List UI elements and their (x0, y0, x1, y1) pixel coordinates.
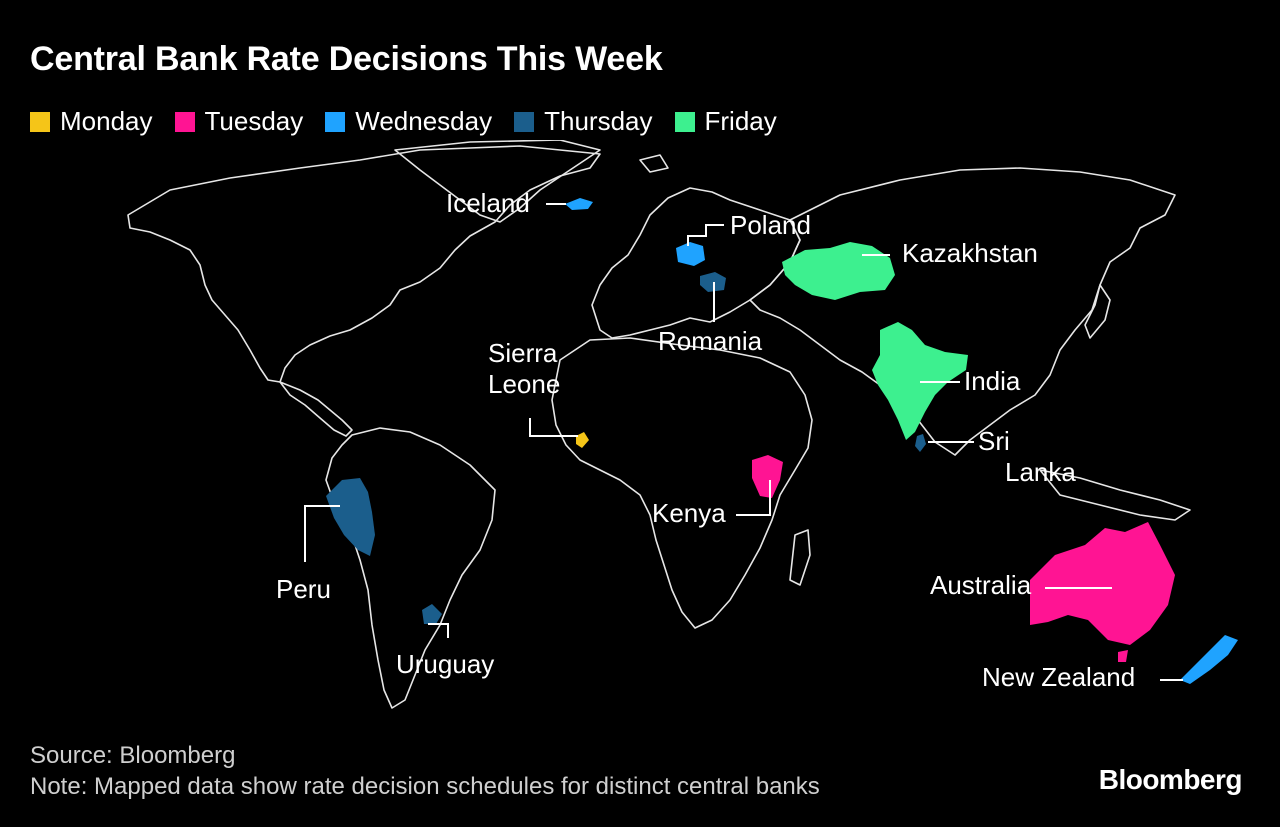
kenya-label: Kenya (652, 498, 726, 528)
uruguay-leader (428, 623, 449, 638)
poland-shape (676, 242, 705, 266)
asia-outline (749, 167, 1176, 456)
legend-label-wednesday: Wednesday (355, 106, 493, 136)
sri-lanka-label-line2: Lanka (1005, 457, 1076, 487)
new-zealand-shape (1180, 635, 1238, 684)
legend: Monday Tuesday Wednesday Thursday Friday (30, 106, 777, 137)
legend-label-thursday: Thursday (544, 106, 653, 136)
world-map: Iceland Poland Kazakhstan Romania Sierra… (0, 140, 1280, 740)
footnote: Note: Mapped data show rate decision sch… (30, 773, 820, 800)
legend-item-thursday: Thursday (514, 106, 653, 137)
source-note: Source: Bloomberg (30, 742, 236, 769)
world-map-svg: Iceland Poland Kazakhstan Romania Sierra… (127, 140, 1238, 709)
sierra-leone-label-line2: Leone (488, 369, 560, 399)
legend-item-wednesday: Wednesday (325, 106, 492, 137)
uruguay-label: Uruguay (396, 649, 494, 679)
australia-label: Australia (930, 570, 1032, 600)
sierra-leone-shape (576, 432, 589, 448)
new-zealand-label: New Zealand (982, 662, 1135, 692)
madagascar-outline (789, 529, 811, 586)
legend-swatch-monday (30, 111, 50, 132)
kazakhstan-label: Kazakhstan (902, 238, 1038, 268)
sierra-leone-label-line1: Sierra (488, 338, 558, 368)
poland-leader (687, 224, 724, 246)
legend-swatch-wednesday (325, 111, 346, 132)
bloomberg-logo: Bloomberg (1098, 764, 1243, 795)
legend-item-monday: Monday (30, 106, 153, 137)
iceland-label: Iceland (446, 188, 530, 218)
svalbard-outline (639, 154, 669, 173)
peru-label: Peru (276, 574, 331, 604)
peru-leader (304, 505, 340, 562)
north-america-outline (127, 145, 601, 383)
kenya-shape (752, 455, 783, 498)
legend-label-tuesday: Tuesday (204, 106, 304, 136)
southeast-asia-islands-outline (1039, 469, 1191, 521)
legend-swatch-thursday (514, 111, 535, 132)
country-labels: Iceland Poland Kazakhstan Romania Sierra… (276, 188, 1135, 692)
legend-label-monday: Monday (60, 106, 153, 136)
sierra-leone-leader (529, 418, 578, 437)
poland-label: Poland (730, 210, 811, 240)
sri-lanka-label-line1: Sri (978, 426, 1010, 456)
legend-item-friday: Friday (674, 106, 777, 137)
sri-lanka-shape (915, 434, 926, 452)
legend-swatch-friday (674, 111, 695, 132)
kenya-leader (736, 480, 771, 516)
uruguay-shape (422, 604, 442, 624)
tasmania-shape (1118, 650, 1128, 662)
japan-outline (1084, 284, 1111, 339)
continent-outlines (127, 140, 1191, 709)
chart-title: Central Bank Rate Decisions This Week (30, 40, 663, 78)
iceland-shape (565, 198, 593, 210)
central-america-outline (279, 381, 353, 437)
peru-shape (326, 478, 375, 556)
africa-outline (551, 337, 813, 629)
greenland-outline (394, 140, 601, 223)
romania-label: Romania (658, 326, 763, 356)
kazakhstan-shape (782, 242, 895, 300)
legend-label-friday: Friday (704, 106, 777, 136)
leader-lines (304, 203, 1183, 681)
india-label: India (964, 366, 1021, 396)
legend-swatch-tuesday (174, 111, 195, 132)
australia-shape (1030, 522, 1175, 645)
legend-item-tuesday: Tuesday (174, 106, 304, 137)
